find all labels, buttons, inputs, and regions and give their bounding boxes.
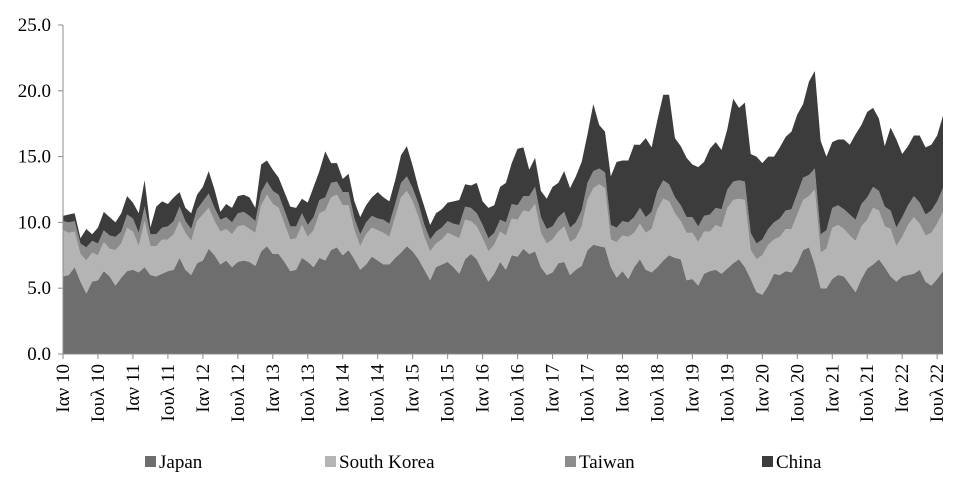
y-axis: 0.0 5.0 10.0 15.0 20.0 25.0 — [18, 15, 64, 365]
chart-areas — [63, 71, 943, 354]
x-tick-label: Ιουλ 22 — [927, 364, 948, 422]
x-tick-label: Ιαν 12 — [193, 364, 214, 413]
legend-swatch-japan — [145, 456, 156, 467]
x-tick-label: Ιουλ 16 — [508, 364, 529, 422]
legend-label-japan: Japan — [159, 452, 203, 473]
y-tick-label: 0.0 — [27, 344, 51, 365]
x-tick-label: Ιαν 22 — [892, 364, 913, 413]
x-tick-label: Ιαν 10 — [53, 364, 74, 413]
x-tick-label: Ιουλ 18 — [647, 364, 668, 422]
y-tick-label: 5.0 — [27, 278, 51, 299]
x-tick-label: Ιαν 16 — [473, 364, 494, 413]
x-tick-label: Ιουλ 21 — [857, 364, 878, 422]
legend-label-taiwan: Taiwan — [579, 452, 635, 473]
legend-swatch-china — [762, 456, 773, 467]
x-tick-label: Ιουλ 10 — [88, 364, 109, 422]
x-tick-label: Ιουλ 13 — [298, 364, 319, 422]
x-tick-label: Ιαν 20 — [752, 364, 773, 413]
x-tick-label: Ιουλ 15 — [438, 364, 459, 422]
legend-label-south-korea: South Korea — [339, 452, 435, 473]
legend-swatch-south-korea — [325, 456, 336, 467]
x-axis: Ιαν 10 Ιουλ 10 Ιαν 11 Ιουλ 11 Ιαν 12 Ιουλ 12 Ι… — [53, 353, 948, 423]
x-tick-label: Ιαν 14 — [333, 364, 354, 413]
y-tick-label: 10.0 — [18, 212, 51, 233]
area-south-korea — [63, 184, 943, 295]
x-tick-label: Ιαν 13 — [263, 364, 284, 413]
y-tick-label: 25.0 — [18, 15, 51, 36]
x-tick-label: Ιαν 18 — [612, 364, 633, 413]
x-tick-label: Ιουλ 14 — [368, 364, 389, 423]
x-tick-label: Ιουλ 12 — [228, 364, 249, 422]
x-tick-label: Ιαν 17 — [543, 364, 564, 413]
y-tick-label: 15.0 — [18, 147, 51, 168]
legend-swatch-taiwan — [565, 456, 576, 467]
legend-label-china: China — [776, 452, 822, 473]
y-tick-label: 20.0 — [18, 81, 51, 102]
legend: Japan South Korea Taiwan China — [145, 452, 822, 473]
area-china — [63, 71, 943, 248]
x-tick-label: Ιουλ 19 — [717, 364, 738, 422]
x-tick-label: Ιαν 19 — [682, 364, 703, 413]
x-tick-label: Ιαν 11 — [123, 364, 144, 412]
x-tick-label: Ιαν 21 — [822, 364, 843, 413]
x-tick-label: Ιουλ 20 — [787, 364, 808, 422]
x-tick-label: Ιαν 15 — [403, 364, 424, 413]
x-tick-label: Ιουλ 17 — [578, 364, 599, 422]
area-japan — [63, 244, 943, 354]
area-taiwan — [63, 168, 943, 261]
x-tick-label: Ιουλ 11 — [158, 364, 179, 422]
